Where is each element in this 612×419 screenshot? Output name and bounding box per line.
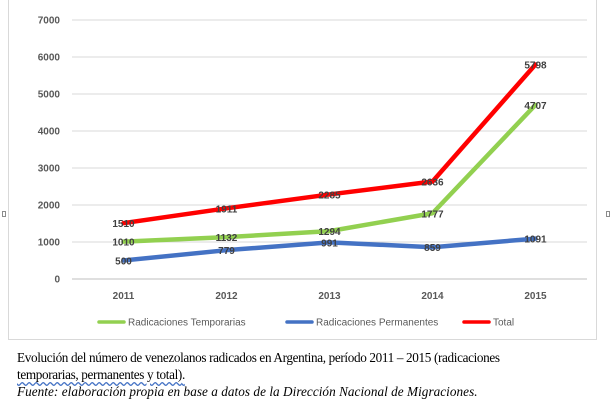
- y-axis-tick-labels: 0 1000 2000 3000 4000 5000 6000 7000: [38, 16, 61, 286]
- data-label: 5798: [524, 60, 547, 71]
- legend-label: Total: [493, 318, 514, 329]
- x-tick-label: 2011: [113, 291, 135, 302]
- chart-frame: 0 1000 2000 3000 4000 5000 6000 7000 2011 2012 20…: [8, 0, 597, 340]
- y-tick-label: 3000: [38, 164, 61, 175]
- x-tick-label: 2013: [318, 291, 341, 302]
- x-axis-tick-labels: 2011 2012 2013 2014 2015: [113, 291, 547, 302]
- y-tick-label: 5000: [38, 90, 61, 101]
- data-label: 859: [424, 243, 441, 254]
- data-label: 500: [115, 257, 132, 268]
- figure-caption: Evolución del número de venezolanos radi…: [17, 349, 607, 400]
- resize-handle-right[interactable]: [606, 211, 610, 217]
- data-label: 2285: [318, 190, 341, 201]
- series-line-radicaciones-temporarias: [121, 102, 538, 244]
- y-tick-label: 2000: [38, 201, 61, 212]
- data-label: 4707: [524, 101, 547, 112]
- data-label: 1294: [318, 227, 341, 238]
- data-label: 1911: [216, 204, 238, 215]
- caption-line-1: Evolución del número de venezolanos radi…: [17, 350, 500, 365]
- resize-handle-left[interactable]: [2, 211, 6, 217]
- x-tick-label: 2015: [524, 291, 547, 302]
- y-tick-label: 4000: [38, 127, 61, 138]
- data-label: 1510: [112, 219, 135, 230]
- caption-text: Evolución del número de venezolanos radi…: [17, 349, 607, 383]
- y-tick-label: 1000: [38, 238, 61, 249]
- data-label: 1091: [524, 235, 547, 246]
- legend-label: Radicaciones Permanentes: [316, 318, 438, 329]
- series-lines: [121, 62, 538, 263]
- series-line-total: [121, 62, 538, 226]
- caption-source: Fuente: elaboración propia en base a dat…: [17, 384, 478, 399]
- y-tick-label: 0: [54, 275, 60, 286]
- y-tick-label: 7000: [38, 16, 61, 27]
- series-line-radicaciones-permanentes: [121, 236, 538, 263]
- data-label: 2636: [421, 177, 444, 188]
- legend: Radicaciones Temporarias Radicaciones Per…: [97, 318, 514, 329]
- x-tick-label: 2012: [215, 291, 238, 302]
- legend-label: Radicaciones Temporarias: [128, 318, 246, 329]
- caption-line-2: temporarias, permanentes y total).: [17, 367, 185, 382]
- data-label: 779: [218, 246, 235, 257]
- data-labels: 1010 1132 1294 1777 4707 500 779 991 859 1091 1510…: [112, 60, 547, 267]
- x-tick-label: 2014: [421, 291, 444, 302]
- data-label: 1777: [421, 209, 444, 220]
- data-label: 1010: [112, 238, 135, 249]
- data-label: 1132: [216, 233, 238, 244]
- y-tick-label: 6000: [38, 53, 61, 64]
- data-label: 991: [321, 238, 338, 249]
